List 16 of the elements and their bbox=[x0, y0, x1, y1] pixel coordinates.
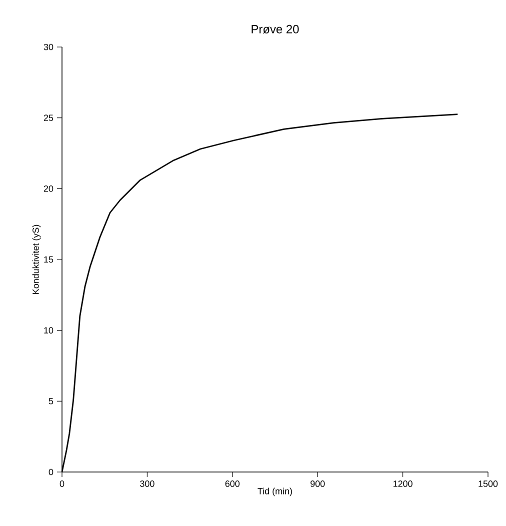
x-tick-label: 0 bbox=[60, 480, 64, 487]
x-tick-label: 900 bbox=[310, 480, 325, 487]
chart-title: Prøve 20 bbox=[252, 24, 299, 34]
y-tick-label: 30 bbox=[44, 44, 54, 50]
y-tick-label: 5 bbox=[48, 398, 54, 404]
y-tick-label: 25 bbox=[44, 114, 54, 122]
y-tick-label: 10 bbox=[44, 327, 54, 334]
x-tick-label: 1500 bbox=[478, 480, 498, 487]
x-tick-label: 300 bbox=[140, 480, 154, 487]
x-axis-title: Tid (min) bbox=[258, 488, 292, 496]
x-tick-label: 600 bbox=[225, 480, 240, 487]
y-tick-label: 20 bbox=[44, 185, 54, 192]
y-tick-label: 15 bbox=[44, 256, 54, 263]
y-tick-label: 0 bbox=[48, 468, 54, 476]
y-axis-title: Konduktivitet (yS) bbox=[32, 224, 41, 294]
x-tick-label: 1200 bbox=[394, 480, 412, 487]
